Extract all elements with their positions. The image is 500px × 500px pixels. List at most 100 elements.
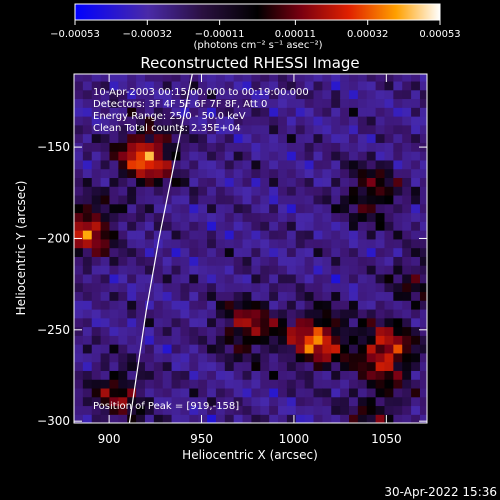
heatmap-cell xyxy=(366,168,377,179)
heatmap-cell xyxy=(215,344,226,354)
heatmap-cell xyxy=(127,308,137,319)
heatmap-cell xyxy=(304,396,315,407)
heatmap-cell xyxy=(82,194,93,205)
heatmap-cell xyxy=(109,124,119,135)
heatmap-cell xyxy=(340,361,350,371)
heatmap-cell xyxy=(278,74,288,82)
heatmap-cell xyxy=(136,116,146,126)
heatmap-cell xyxy=(349,352,359,363)
heatmap-cell xyxy=(304,142,315,152)
heatmap-cell xyxy=(402,74,412,82)
heatmap-cell xyxy=(198,238,208,249)
heatmap-cell xyxy=(224,344,235,354)
heatmap-cell xyxy=(242,151,253,161)
heatmap-cell xyxy=(393,142,403,152)
heatmap-cell xyxy=(260,203,270,214)
heatmap-cell xyxy=(180,370,190,380)
heatmap-cell xyxy=(180,212,190,222)
heatmap-cell xyxy=(260,116,270,126)
heatmap-cell xyxy=(144,326,155,336)
heatmap-cell xyxy=(402,80,412,91)
y-tick-label: −250 xyxy=(37,323,70,337)
heatmap-cell xyxy=(304,317,315,328)
heatmap-cell xyxy=(91,273,102,284)
heatmap-cell xyxy=(91,282,102,293)
heatmap-cell xyxy=(260,361,270,371)
heatmap-cell xyxy=(153,186,164,196)
heatmap-cell xyxy=(322,247,332,257)
heatmap-cell xyxy=(100,203,111,214)
heatmap-cell xyxy=(384,89,394,100)
heatmap-cell xyxy=(322,387,332,398)
heatmap-cell xyxy=(260,247,270,257)
heatmap-cell xyxy=(269,194,279,205)
heatmap-cell xyxy=(357,379,368,389)
heatmap-cell xyxy=(82,151,93,161)
heatmap-cell xyxy=(136,247,146,257)
heatmap-cell xyxy=(393,300,403,310)
heatmap-cell xyxy=(384,98,394,108)
heatmap-cell xyxy=(384,230,394,240)
heatmap-cell xyxy=(233,265,244,275)
heatmap-cell xyxy=(366,74,377,82)
heatmap-cell xyxy=(189,387,199,398)
heatmap-cell xyxy=(251,159,261,170)
heatmap-cell xyxy=(331,273,341,284)
heatmap-cell xyxy=(384,124,394,135)
heatmap-cell xyxy=(215,151,226,161)
heatmap-cell xyxy=(162,151,173,161)
heatmap-cell xyxy=(118,238,128,249)
heatmap-cell xyxy=(384,238,394,249)
heatmap-cell xyxy=(153,80,164,91)
heatmap-cell xyxy=(118,89,128,100)
heatmap-cell xyxy=(393,344,403,354)
heatmap-cell xyxy=(91,74,102,82)
heatmap-cell xyxy=(260,238,270,249)
heatmap-cell xyxy=(224,370,235,380)
heatmap-cell xyxy=(402,133,412,143)
heatmap-cell xyxy=(189,212,199,222)
heatmap-cell xyxy=(153,291,164,301)
heatmap-cell xyxy=(82,247,93,257)
heatmap-cell xyxy=(304,379,315,389)
heatmap-cell xyxy=(207,133,217,143)
heatmap-cell xyxy=(322,133,332,143)
heatmap-cell xyxy=(384,116,394,126)
heatmap-cell xyxy=(215,387,226,398)
heatmap-cell xyxy=(127,98,137,108)
heatmap-cell xyxy=(242,221,253,231)
heatmap-cell xyxy=(286,194,297,205)
heatmap-cell xyxy=(242,89,253,100)
heatmap-cell xyxy=(198,74,208,82)
heatmap-cell xyxy=(393,370,403,380)
heatmap-cell xyxy=(162,405,173,415)
heatmap-cell xyxy=(233,142,244,152)
heatmap-cell xyxy=(295,124,306,135)
heatmap-cell xyxy=(322,414,332,423)
heatmap-cell xyxy=(109,317,119,328)
heatmap-cell xyxy=(82,308,93,319)
heatmap-cell xyxy=(91,300,102,310)
heatmap-cell xyxy=(366,379,377,389)
heatmap-cell xyxy=(233,74,244,82)
heatmap-cell xyxy=(100,133,111,143)
heatmap-cell xyxy=(313,379,323,389)
heatmap-cell xyxy=(74,194,84,205)
heatmap-cell xyxy=(411,273,421,284)
heatmap-cell xyxy=(278,344,288,354)
heatmap-cell xyxy=(411,80,421,91)
heatmap-cell xyxy=(136,124,146,135)
heatmap-cell xyxy=(260,282,270,293)
heatmap-cell xyxy=(180,133,190,143)
heatmap-cell xyxy=(331,212,341,222)
heatmap-cell xyxy=(233,247,244,257)
heatmap-cell xyxy=(180,238,190,249)
heatmap-cell xyxy=(349,273,359,284)
heatmap-cell xyxy=(322,151,332,161)
heatmap-cell xyxy=(153,300,164,310)
heatmap-cell xyxy=(357,247,368,257)
heatmap-cell xyxy=(91,159,102,170)
heatmap-cell xyxy=(224,265,235,275)
heatmap-cell xyxy=(411,151,421,161)
heatmap-cell xyxy=(278,98,288,108)
